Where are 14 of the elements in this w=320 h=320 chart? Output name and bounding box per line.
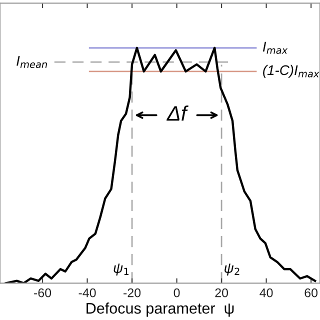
x-tick-label: -60: [34, 288, 52, 298]
ref-line-label: ψ$_{2}$: [224, 264, 240, 276]
ref-line-label: I$_{max}$: [262, 42, 288, 54]
x-tick-label: 60: [304, 288, 318, 298]
x-tick-label: 20: [215, 288, 228, 298]
x-tick-label: 0: [174, 288, 180, 298]
ref-line-label: I$_{mean}$: [16, 56, 47, 68]
x-tick-label: -20: [124, 288, 141, 298]
x-tick-label: 40: [260, 288, 273, 298]
x-axis-title: Defocus parameter ψ: [86, 302, 234, 317]
x-tick-label: -40: [78, 288, 96, 298]
ref-line-label: (1-C)I$_{max}$: [263, 64, 320, 78]
annotation: Δf: [166, 105, 188, 121]
ref-line-label: ψ$_{1}$: [114, 264, 129, 276]
